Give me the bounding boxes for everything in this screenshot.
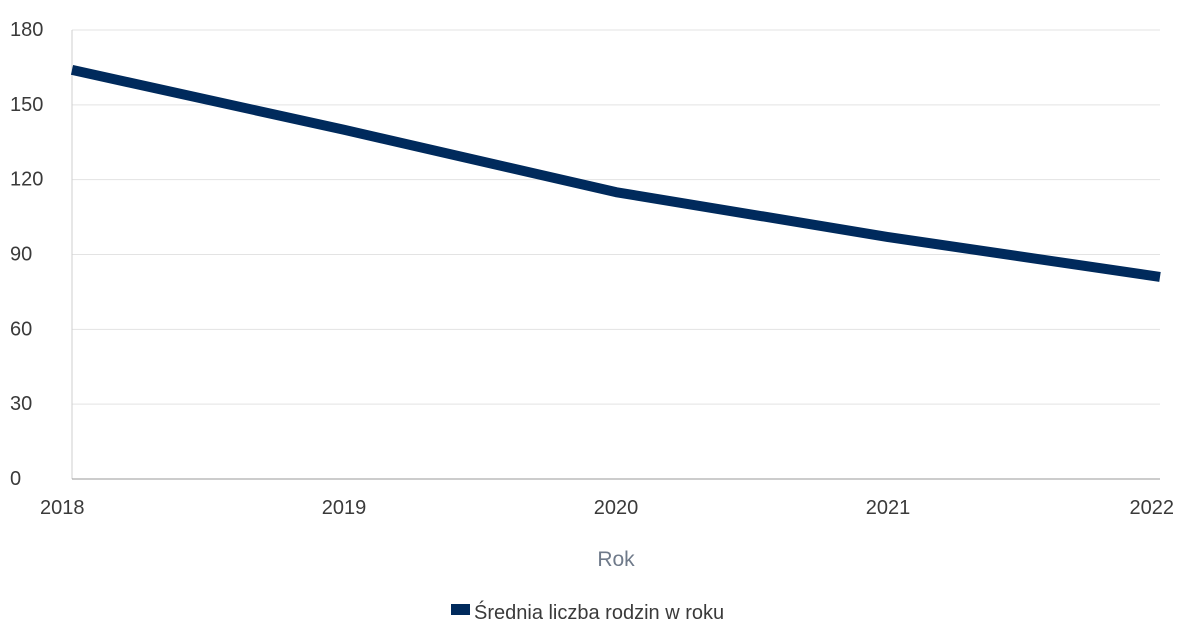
series-line: [70, 65, 1161, 282]
y-tick-label: 90: [10, 244, 32, 266]
x-tick-label: 2021: [866, 497, 911, 519]
series-layer: [70, 65, 1161, 282]
y-tick-label: 30: [10, 393, 32, 415]
x-tick-label: 2020: [594, 497, 639, 519]
legend-swatch: [451, 604, 470, 615]
y-tick-label: 0: [10, 468, 21, 490]
x-tick-label: 2022: [1130, 497, 1175, 519]
y-tick-label: 150: [10, 94, 43, 116]
y-tick-label: 120: [10, 169, 43, 191]
x-tick-label: 2019: [322, 497, 367, 519]
y-tick-label: 180: [10, 19, 43, 41]
legend-label: Średnia liczba rodzin w roku: [474, 600, 724, 622]
x-axis-title: Rok: [597, 548, 635, 571]
x-axis-ticks: 2018 2019 2020 2021 2022: [40, 497, 1174, 519]
legend: Średnia liczba rodzin w roku: [451, 600, 724, 622]
y-axis-ticks: 0 30 60 90 120 150 180: [10, 19, 43, 490]
x-tick-label: 2018: [40, 497, 85, 519]
grid-lines: [72, 29, 1160, 405]
y-tick-label: 60: [10, 318, 32, 340]
